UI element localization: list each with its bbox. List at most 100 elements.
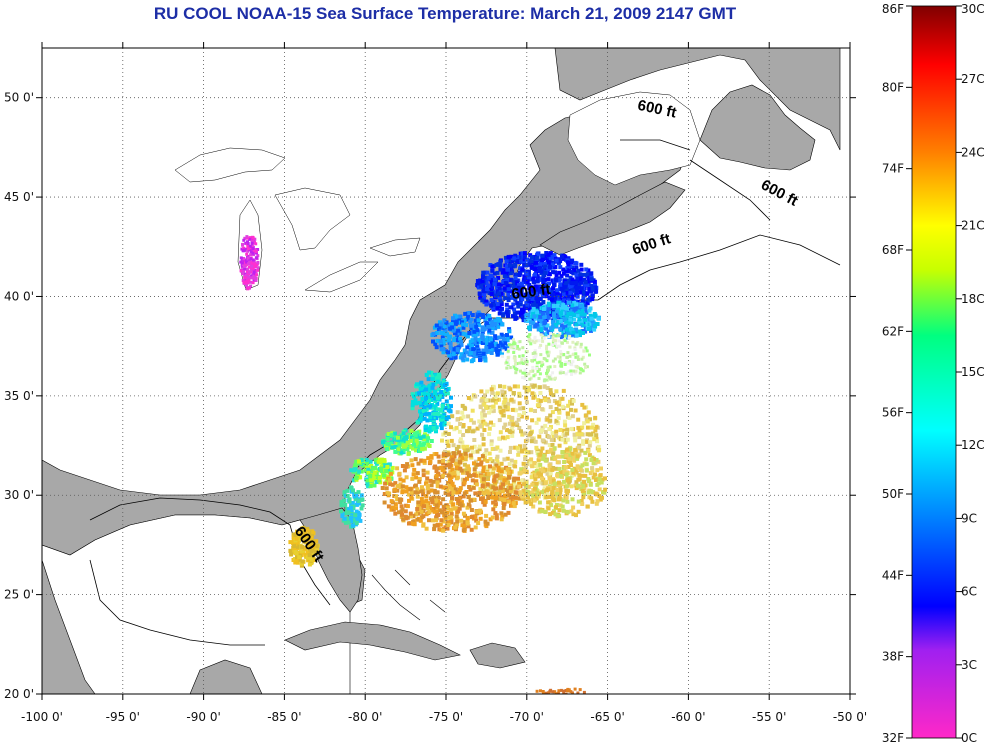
sst-pixel <box>530 464 535 469</box>
sst-pixel <box>520 267 525 272</box>
sst-pixel <box>529 450 534 455</box>
sst-pixel <box>404 475 409 480</box>
sst-pixel <box>540 360 544 364</box>
sst-pixel <box>547 476 552 481</box>
sst-pixel <box>421 522 426 527</box>
sst-pixel <box>557 400 562 404</box>
sst-pixel <box>424 498 429 503</box>
sst-pixel <box>374 461 379 466</box>
sst-pixel <box>314 539 319 544</box>
sst-pixel <box>465 471 470 476</box>
sst-pixel <box>464 350 469 355</box>
sst-pixel <box>541 469 546 474</box>
sst-pixel <box>523 376 527 380</box>
sst-pixel <box>559 352 563 356</box>
sst-pixel <box>550 297 554 302</box>
sst-pixel <box>554 434 559 438</box>
sst-pixel <box>253 237 257 241</box>
sst-pixel <box>436 392 441 397</box>
sst-pixel <box>569 311 574 316</box>
sst-pixel <box>246 249 250 253</box>
sst-pixel <box>368 465 373 469</box>
sst-pixel <box>449 425 453 430</box>
sst-pixel <box>528 377 532 381</box>
sst-pixel <box>456 320 461 325</box>
sst-pixel <box>441 504 446 509</box>
sst-pixel <box>485 459 490 464</box>
sst-pixel <box>573 483 578 488</box>
sst-pixel <box>511 293 516 298</box>
sst-pixel <box>413 490 418 495</box>
sst-pixel <box>469 317 474 322</box>
sst-pixel <box>532 383 537 388</box>
colorbar-label-f: 38F <box>882 650 904 664</box>
sst-pixel <box>534 354 538 358</box>
sst-pixel <box>519 281 524 286</box>
sst-pixel <box>580 357 584 361</box>
sst-pixel <box>489 285 494 290</box>
sst-pixel <box>503 346 508 351</box>
sst-pixel <box>520 315 525 320</box>
sst-pixel <box>401 517 406 522</box>
sst-pixel <box>441 341 446 346</box>
sst-pixel <box>249 253 253 257</box>
sst-pixel <box>578 468 583 473</box>
sst-pixel <box>554 400 559 405</box>
sst-pixel <box>534 463 539 467</box>
sst-pixel <box>566 361 570 365</box>
sst-pixel <box>481 351 486 356</box>
colorbar-label-c: 18C <box>961 292 984 306</box>
sst-pixel <box>410 463 415 468</box>
sst-pixel <box>554 341 558 345</box>
sst-pixel <box>370 473 375 478</box>
sst-pixel <box>514 362 517 366</box>
sst-pixel <box>541 339 545 343</box>
sst-pixel <box>475 426 480 431</box>
sst-pixel <box>472 329 477 334</box>
sst-pixel <box>549 326 553 331</box>
sst-pixel <box>460 456 465 461</box>
sst-pixel <box>485 489 490 494</box>
sst-pixel <box>465 505 470 510</box>
sst-pixel <box>560 396 565 401</box>
sst-pixel <box>446 481 451 485</box>
sst-pixel <box>558 470 563 475</box>
sst-pixel <box>565 431 570 436</box>
sst-pixel <box>474 324 479 329</box>
sst-pixel <box>435 379 440 384</box>
sst-pixel <box>424 407 429 412</box>
sst-pixel <box>525 360 529 364</box>
sst-pixel <box>246 256 250 260</box>
sst-pixel <box>553 256 558 261</box>
sst-pixel <box>403 436 408 440</box>
sst-pixel <box>424 494 429 499</box>
sst-pixel <box>566 453 571 458</box>
sst-pixel <box>511 422 516 427</box>
sst-pixel <box>576 341 580 344</box>
sst-pixel <box>415 489 420 494</box>
sst-pixel <box>521 346 525 350</box>
sst-pixel <box>540 456 545 461</box>
sst-pixel <box>560 450 565 455</box>
sst-pixel <box>558 344 562 348</box>
sst-pixel <box>556 416 561 421</box>
sst-pixel <box>547 375 551 379</box>
sst-pixel <box>425 434 430 439</box>
sst-pixel <box>354 469 359 474</box>
sst-pixel <box>519 414 524 419</box>
sst-pixel <box>558 282 563 287</box>
sst-pixel <box>474 482 479 487</box>
sst-pixel <box>595 492 600 497</box>
sst-pixel <box>517 426 522 430</box>
sst-pixel <box>292 544 297 549</box>
sst-pixel <box>256 261 260 264</box>
sst-pixel <box>586 297 591 302</box>
sst-pixel <box>412 467 417 472</box>
sst-pixel <box>359 469 364 474</box>
sst-pixel <box>453 322 458 327</box>
sst-pixel <box>394 506 398 511</box>
sst-pixel <box>546 315 551 320</box>
sst-pixel <box>536 369 540 373</box>
sst-pixel <box>442 470 447 475</box>
sst-pixel <box>551 286 556 291</box>
